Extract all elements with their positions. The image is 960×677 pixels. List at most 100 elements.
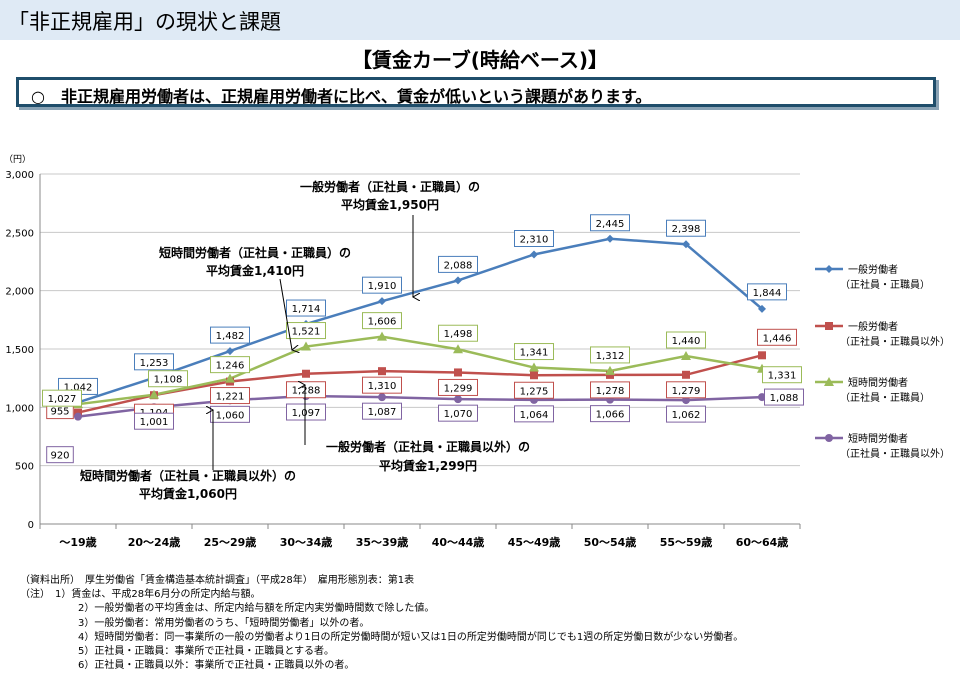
data-label-box [286,403,326,421]
data-label-box [210,387,250,405]
data-label-box [666,405,706,423]
series-line [77,394,763,418]
x-tick-label: 50～54歳 [584,535,637,549]
data-label: 1,606 [368,317,397,328]
data-label: 1,341 [520,348,549,359]
page-title: 「非正規雇用」の現状と課題 [8,10,281,34]
annotation-line2: 平均賃金1,060円 [139,486,237,501]
annotation-line2: 平均賃金1,410円 [206,263,304,278]
data-label-box [438,378,478,396]
annotation-line2: 平均賃金1,950円 [341,197,439,212]
data-label-box [210,356,250,374]
data-label-box [286,299,326,317]
data-label-box [666,219,706,237]
x-tick-labels: ～19歳 20～24歳 25～29歳 30～34歳 35～39歳 40～44歳 45～49歳… [59,535,788,549]
data-point [758,351,766,360]
data-point [454,276,462,285]
data-label-box [438,324,478,342]
series-line [77,335,763,406]
data-label: 1,498 [444,329,473,340]
annotation-regular-nonfulltime: 一般労働者（正社員・正職員以外）の 平均賃金1,299円 [305,385,530,473]
data-label-box [757,328,797,346]
axes [39,174,801,529]
data-point [605,365,615,375]
data-point [74,412,82,421]
y-tick-label: 1,000 [5,403,34,414]
footnote-4: 4）短時間労働者：同一事業所の一般の労働者より1日の所定労働時間が短い又は1日の… [78,631,744,643]
data-point [454,395,462,404]
data-label-box [438,255,478,273]
source-note: （資料出所） 厚生労働省「賃金構造基本統計調査」（平成28年） 雇用形態別表：第… [20,575,415,586]
data-point [301,341,311,351]
data-point [529,362,539,372]
data-label-box [747,283,787,301]
x-tick-label: 30～34歳 [280,535,333,549]
data-label-box [514,381,554,399]
data-label: 1,440 [672,336,701,347]
data-label-box [134,412,174,430]
y-tick-label: 1,500 [5,345,34,356]
y-tick-label: 3,000 [5,170,34,181]
legend-label: 短時間労働者 [848,376,908,389]
data-label: 1,066 [596,410,625,421]
data-label-box [42,389,82,407]
data-label-box [762,366,802,384]
summary-box: ○ 非正規雇用労働者は、正規雇用労働者に比べ、賃金が低いという課題があります。 [16,77,936,107]
data-label: 1,097 [292,408,321,419]
data-label-box [590,346,630,364]
annotation-regular-fulltime: 一般労働者（正社員・正職員）の 平均賃金1,950円 [300,179,480,297]
data-label: 1,108 [154,375,183,386]
data-label: 1,278 [596,386,625,397]
data-point [606,234,614,243]
data-label: 1,312 [596,351,625,362]
data-label: 920 [50,451,69,462]
series-line [77,354,763,414]
data-label-box [590,405,630,423]
y-tick-label: 0 [28,520,34,531]
data-label-box [590,214,630,232]
legend-sublabel: （正社員・正職員） [840,391,930,404]
data-label-box [148,370,188,388]
data-label-box [514,230,554,247]
wage-curve-chart: （円） 0 500 1,000 1,500 2,000 2,500 3,000 ～19歳 20… [4,154,950,549]
data-label-box [362,276,402,294]
data-point [378,393,386,402]
legend-label: 短時間労働者 [848,432,908,445]
annotation-short-nonfulltime: 短時間労働者（正社員・正職員以外）の 平均賃金1,060円 [80,410,296,501]
annotation-line1: 短時間労働者（正社員・正職員）の [159,245,351,260]
data-label: 1,042 [64,382,93,393]
x-tick-label: 40～44歳 [432,535,485,549]
footnote-3: 3）一般労働者：常用労働者のうち、「短時間労働者」以外の者。 [78,617,370,629]
data-point [681,351,691,360]
data-point [377,331,387,341]
data-label-box [666,381,706,399]
data-label-box [590,381,630,399]
legend-marker [825,322,833,330]
data-label: 1,288 [292,386,321,397]
data-point [530,371,538,380]
x-tick-label: 35～39歳 [356,535,409,549]
data-label-box [764,388,804,406]
data-labels: 1,042 1,253 1,482 1,714 1,910 2,088 2,310 2,445… [42,214,804,464]
data-label-box [514,343,554,361]
data-label: 1,446 [763,333,792,344]
data-point [225,373,235,383]
data-label: 1,246 [216,361,245,372]
data-point [74,408,82,417]
data-label: 1,279 [672,386,701,397]
annotation-line1: 一般労働者（正社員・正職員以外）の [326,439,530,454]
y-tick-label: 2,500 [5,228,34,239]
data-point [682,370,690,379]
data-label: 1,087 [368,407,397,418]
legend-sublabel: （正社員・正職員） [840,278,930,291]
data-label: 1,714 [292,304,321,315]
data-label: 2,088 [444,260,473,271]
footnote-2: 2）一般労働者の平均賃金は、所定内給与額を所定内実労働時間数で除した値。 [78,603,435,615]
header-band [0,0,960,40]
data-label-box [46,446,74,464]
data-label: 1,299 [444,383,473,394]
y-tick-labels: 0 500 1,000 1,500 2,000 2,500 3,000 [5,170,34,531]
data-point [149,389,159,399]
annotation-line1: 一般労働者（正社員・正職員）の [300,179,480,194]
data-label: 2,445 [596,219,625,230]
